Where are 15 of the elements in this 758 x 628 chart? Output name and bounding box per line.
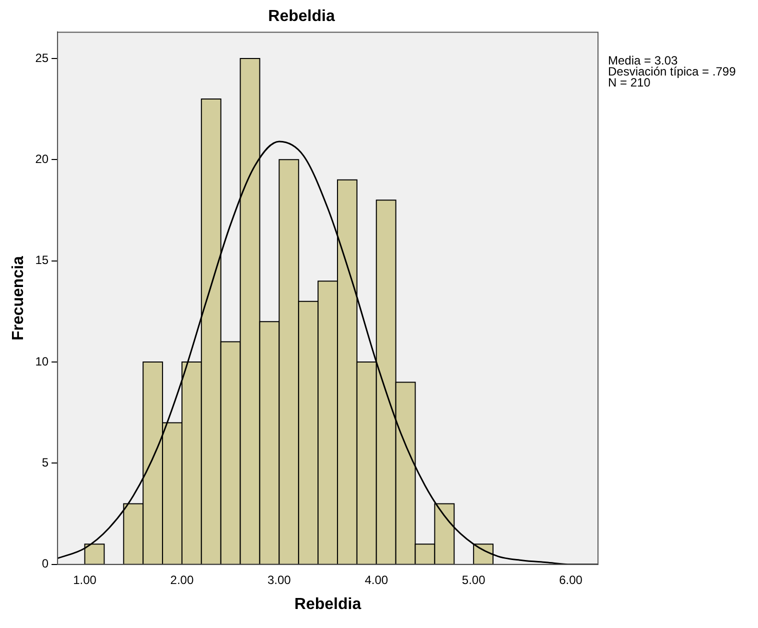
y-tick-label: 20 (35, 152, 49, 166)
x-tick-label: 6.00 (559, 572, 583, 587)
x-tick-label: 1.00 (73, 572, 97, 587)
x-axis-title: Rebeldia (294, 596, 362, 613)
x-tick-label: 5.00 (462, 572, 486, 587)
y-tick-label: 15 (35, 253, 49, 268)
y-tick-label: 0 (42, 556, 49, 571)
y-tick-label: 10 (35, 354, 49, 368)
y-tick-label: 25 (35, 50, 49, 65)
x-tick-label: 4.00 (364, 572, 388, 587)
y-tick-label: 5 (42, 456, 49, 470)
y-axis-title: Frecuencia (10, 256, 28, 341)
x-tick-label: 2.00 (170, 572, 194, 587)
chart-title: Rebeldia (268, 8, 335, 26)
x-tick-label: 3.00 (267, 572, 292, 587)
